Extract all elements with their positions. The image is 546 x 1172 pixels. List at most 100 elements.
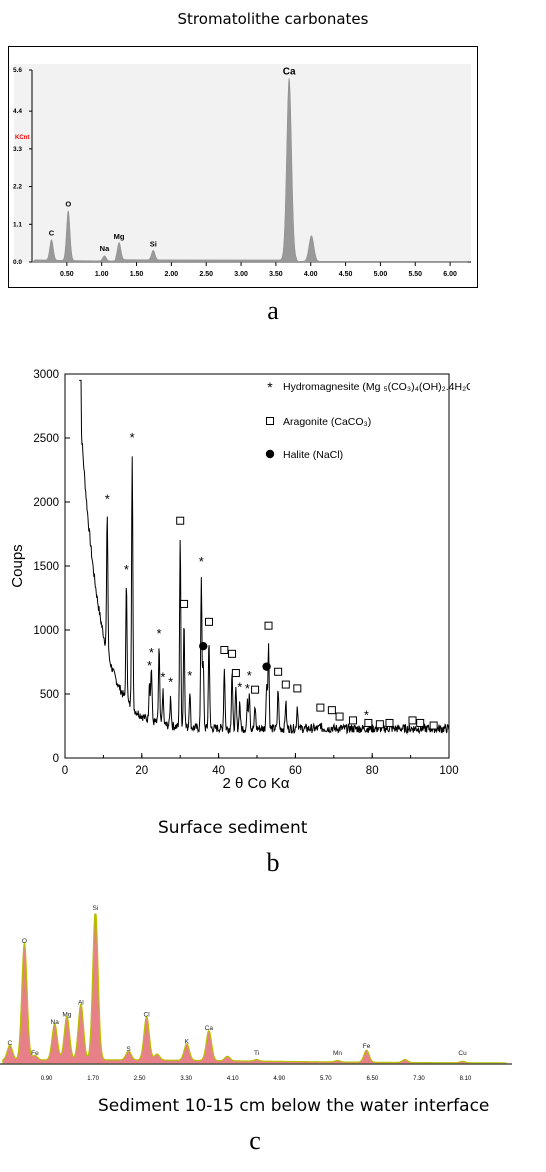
figure-a-y-tick-label: 2.2 (13, 184, 22, 191)
figure-c-letter: c (249, 1126, 261, 1155)
figure-a-peak-label: O (65, 199, 71, 208)
figure-b-x-tick-label: 100 (439, 765, 458, 777)
figure-b-x-tick-label: 40 (212, 765, 225, 777)
figure-c-peak-label: Ca (205, 1025, 214, 1032)
figure-c-peak-label: K (185, 1039, 190, 1046)
figure-b-letter: b (266, 848, 280, 877)
aragonite-square-marker (416, 718, 425, 727)
figure-c-peak-label: Cl (144, 1012, 151, 1019)
halite-circle-marker (262, 662, 271, 671)
aragonite-square-marker (293, 684, 302, 693)
hydromagnesite-star-marker: * (247, 668, 252, 683)
figure-a-y-tick-label: 0.0 (13, 259, 22, 266)
figure-b-y-tick-label: 1500 (33, 561, 59, 573)
figure-a-x-tick-label: 5.50 (408, 271, 422, 278)
figure-a-y-axis-label: KCnt (15, 135, 29, 141)
legend-halite: Halite (NaCl) (283, 449, 343, 461)
figure-c-caption: Sediment 10-15 cm below the water interf… (98, 1096, 490, 1116)
aragonite-square-marker (281, 680, 290, 689)
figure-b-legend: * Hydromagnesite (Mg ₅(CO₃)₄(OH)₂.4H₂O) … (265, 379, 470, 461)
figure-c-eds-spectrum: 0.90 1.70 2.50 3.30 4.10 4.90 5.70 6.50 7.30 8.10… (0, 905, 512, 1082)
figure-c-x-tick-label: 3.30 (180, 1076, 192, 1082)
figure-b-plot-frame (64, 373, 450, 759)
aragonite-square-marker (180, 599, 189, 608)
figure-a-x-tick-label: 1.50 (130, 271, 144, 278)
hydromagnesite-star-marker: * (237, 680, 242, 695)
figure-c-peak-label: Fe (363, 1043, 371, 1050)
legend-square-icon (266, 417, 274, 425)
figure-a-peak-label: Na (100, 244, 110, 253)
figure-b-y-tick-label: 2000 (33, 497, 59, 509)
figure-c-x-tick-label: 1.70 (87, 1076, 99, 1082)
aragonite-square-marker (176, 516, 185, 525)
figure-a-y-tick-label: 5.6 (13, 67, 22, 74)
hydromagnesite-star-marker: * (199, 554, 204, 569)
aragonite-square-marker (228, 649, 237, 658)
figure-c-peak-label: Mn (333, 1050, 342, 1057)
legend-circle-icon (265, 449, 275, 459)
figure-c-peak-label: S (126, 1046, 131, 1053)
figure-c-x-tick-label: 0.90 (41, 1076, 53, 1082)
figure-a-x-tick-label: 2.50 (199, 271, 213, 278)
hydromagnesite-star-marker: * (187, 668, 192, 683)
figure-b-y-axis-title: Coups (9, 544, 26, 587)
figure-c-peak-label: Fe (31, 1050, 39, 1057)
hydromagnesite-star-marker: * (168, 674, 173, 689)
aragonite-square-marker (408, 716, 417, 725)
figure-b-x-tick-label: 0 (62, 765, 68, 777)
figure-c-peak-label: O (22, 938, 27, 945)
hydromagnesite-star-marker: * (160, 669, 165, 684)
figure-a-eds-spectrum: 0.0 1.1 2.2 3.3 4.4 5.6 0.50 1.00 1.50 2.00 2.50 3… (8, 46, 478, 288)
figure-a-x-tick-label: 4.50 (339, 271, 353, 278)
halite-circle-marker (199, 641, 208, 651)
legend-star-icon: * (267, 379, 273, 395)
figure-c-x-tick-label: 4.10 (227, 1076, 239, 1082)
aragonite-square-marker (327, 706, 336, 715)
figure-a-peak-label: C (49, 228, 55, 237)
figure-c-peak-label: Na (51, 1019, 60, 1026)
figure-b-y-tick-label: 1000 (33, 625, 59, 637)
figure-b-x-tick-label: 20 (135, 765, 148, 777)
aragonite-square-marker (251, 685, 260, 694)
figure-c-peak-label: C (8, 1040, 13, 1047)
legend-aragonite: Aragonite (CaCO₃) (283, 416, 371, 428)
figure-c-peak-label: Si (93, 905, 99, 912)
figure-a-peak-label: Ca (283, 66, 296, 77)
figure-c-spectrum-area (2, 913, 507, 1065)
figure-a-spectrum-area (31, 78, 468, 263)
hydromagnesite-star-marker: * (157, 626, 162, 641)
figure-c-x-tick-label: 2.50 (134, 1076, 146, 1082)
hydromagnesite-star-marker: * (130, 430, 135, 445)
figure-c-peak-label: Al (78, 1000, 84, 1007)
legend-hydromagnesite: Hydromagnesite (Mg ₅(CO₃)₄(OH)₂.4H₂O) (283, 381, 470, 393)
aragonite-square-marker (205, 617, 213, 626)
hydromagnesite-star-marker: * (105, 491, 110, 506)
figure-a-peak-label: Si (150, 239, 157, 248)
figure-b-caption: Surface sediment (158, 818, 308, 838)
figure-a-letter: a (267, 296, 279, 325)
aragonite-square-marker (385, 718, 394, 727)
aragonite-square-marker (264, 621, 273, 630)
aragonite-square-marker (375, 720, 384, 729)
figure-b-x-tick-label: 60 (289, 765, 302, 777)
figure-c-x-tick-label: 6.50 (367, 1076, 379, 1082)
figure-a-x-tick-label: 0.50 (60, 271, 74, 278)
aragonite-square-marker (220, 646, 229, 654)
figure-b-y-tick-label: 0 (53, 753, 59, 765)
aragonite-square-marker (316, 703, 325, 712)
aragonite-square-marker (335, 712, 344, 721)
aragonite-square-marker (429, 721, 438, 730)
aragonite-square-marker (364, 718, 373, 727)
hydromagnesite-star-marker: * (149, 645, 154, 660)
figure-a-x-tick-label: 1.00 (95, 271, 109, 278)
figure-b-y-tick-label: 500 (40, 689, 59, 701)
figure-a-y-tick-label: 1.1 (13, 221, 22, 228)
figure-c-peak-label: Mg (62, 1012, 71, 1019)
figure-a-y-tick-label: 3.3 (13, 146, 22, 153)
hydromagnesite-star-marker: * (124, 562, 129, 577)
hydromagnesite-star-marker: * (364, 708, 369, 723)
figure-b-y-tick-label: 2500 (33, 433, 59, 445)
figure-a-x-tick-label: 5.00 (374, 271, 388, 278)
figure-a-x-tick-label: 2.00 (165, 271, 179, 278)
